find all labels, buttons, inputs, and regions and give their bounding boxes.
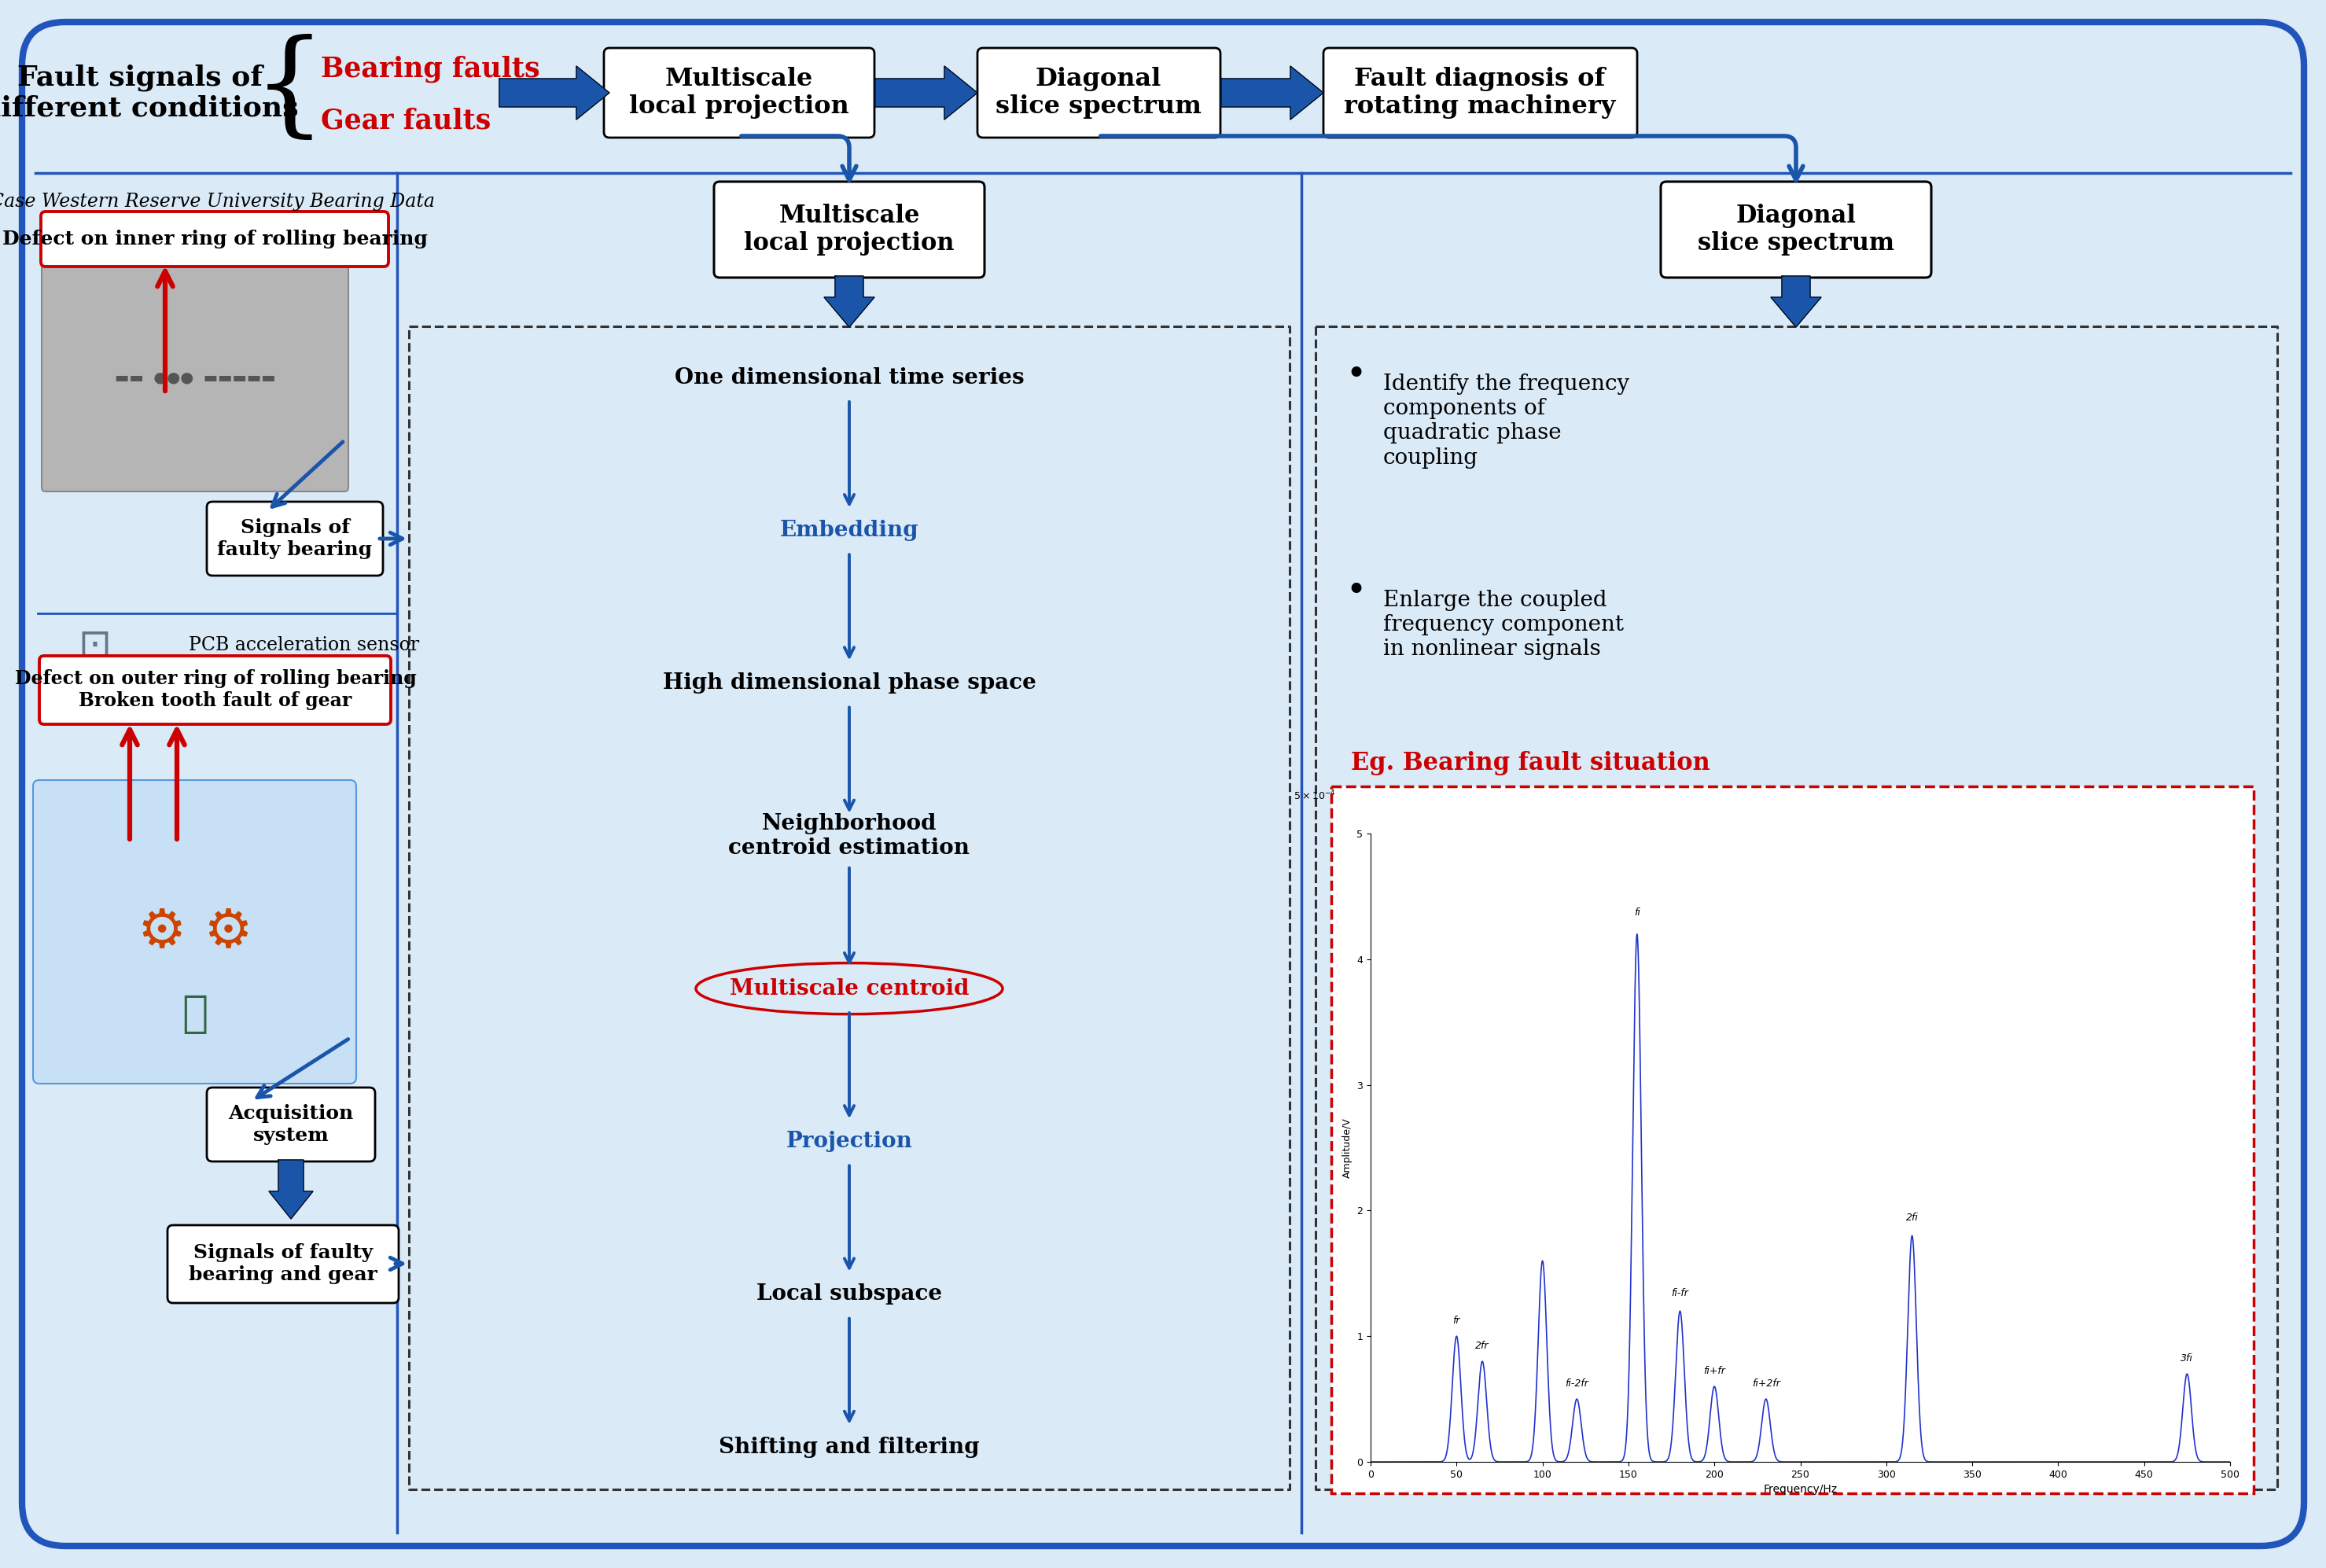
Text: Acquisition
system: Acquisition system <box>228 1104 354 1145</box>
Text: One dimensional time series: One dimensional time series <box>675 367 1023 387</box>
Text: Embedding: Embedding <box>779 519 919 541</box>
FancyBboxPatch shape <box>207 502 384 575</box>
Text: Signals of faulty
bearing and gear: Signals of faulty bearing and gear <box>188 1243 377 1284</box>
Text: ▬▬  ●●●  ▬▬▬▬▬: ▬▬ ●●● ▬▬▬▬▬ <box>114 370 274 384</box>
Bar <box>1330 787 2254 1493</box>
Text: fi: fi <box>1633 908 1640 917</box>
Text: Defect on inner ring of rolling bearing: Defect on inner ring of rolling bearing <box>2 229 428 248</box>
Bar <box>409 326 1289 1490</box>
Text: Local subspace: Local subspace <box>756 1284 942 1305</box>
Polygon shape <box>1221 66 1323 119</box>
Bar <box>1317 326 2277 1490</box>
Text: Defect on outer ring of rolling bearing
Broken tooth fault of gear: Defect on outer ring of rolling bearing … <box>14 670 416 710</box>
FancyBboxPatch shape <box>42 263 349 491</box>
Polygon shape <box>500 66 609 119</box>
FancyBboxPatch shape <box>1323 49 1638 138</box>
FancyBboxPatch shape <box>167 1225 398 1303</box>
Text: Case Western Reserve University Bearing Data: Case Western Reserve University Bearing … <box>0 193 435 210</box>
Text: fi+2fr: fi+2fr <box>1751 1378 1779 1389</box>
FancyBboxPatch shape <box>714 182 984 278</box>
Text: •: • <box>1344 358 1365 392</box>
Text: {: { <box>254 33 326 144</box>
FancyBboxPatch shape <box>1661 182 1931 278</box>
Text: fi-fr: fi-fr <box>1672 1287 1689 1298</box>
FancyBboxPatch shape <box>21 22 2305 1546</box>
Text: 2fr: 2fr <box>1475 1341 1489 1352</box>
FancyBboxPatch shape <box>42 212 388 267</box>
Text: Fault signals of
different conditions: Fault signals of different conditions <box>0 64 298 122</box>
Text: 🔧: 🔧 <box>181 993 207 1035</box>
Text: Multiscale
local projection: Multiscale local projection <box>628 66 849 119</box>
Text: fi+fr: fi+fr <box>1703 1366 1726 1377</box>
FancyBboxPatch shape <box>40 655 391 724</box>
FancyBboxPatch shape <box>207 1088 374 1162</box>
Text: ⊡: ⊡ <box>77 626 112 663</box>
FancyBboxPatch shape <box>977 49 1221 138</box>
Text: Diagonal
slice spectrum: Diagonal slice spectrum <box>1698 204 1893 256</box>
Text: Bearing faults: Bearing faults <box>321 55 540 83</box>
Y-axis label: Amplitude/V: Amplitude/V <box>1342 1118 1351 1178</box>
Text: $5\times10^{-4}$: $5\times10^{-4}$ <box>1293 789 1335 803</box>
Polygon shape <box>875 66 977 119</box>
FancyBboxPatch shape <box>33 779 356 1083</box>
Text: Signals of
faulty bearing: Signals of faulty bearing <box>216 519 372 560</box>
Text: fi-2fr: fi-2fr <box>1565 1378 1589 1389</box>
Text: PCB acceleration sensor: PCB acceleration sensor <box>188 635 419 654</box>
Text: Gear faults: Gear faults <box>321 107 491 133</box>
Polygon shape <box>270 1160 314 1218</box>
Text: Multiscale centroid: Multiscale centroid <box>730 978 970 999</box>
Text: •: • <box>1344 574 1365 608</box>
Text: 3fi: 3fi <box>2182 1353 2193 1364</box>
Text: fr: fr <box>1454 1316 1461 1327</box>
FancyBboxPatch shape <box>605 49 875 138</box>
Text: Enlarge the coupled
frequency component
in nonlinear signals: Enlarge the coupled frequency component … <box>1384 590 1624 660</box>
Text: Multiscale
local projection: Multiscale local projection <box>744 204 954 256</box>
Text: ⚙ ⚙: ⚙ ⚙ <box>137 905 254 958</box>
Text: Diagonal
slice spectrum: Diagonal slice spectrum <box>996 66 1203 119</box>
Polygon shape <box>1770 276 1821 328</box>
Text: Shifting and filtering: Shifting and filtering <box>719 1436 979 1458</box>
Text: Projection: Projection <box>786 1131 912 1152</box>
X-axis label: Frequency/Hz: Frequency/Hz <box>1763 1483 1838 1494</box>
Polygon shape <box>823 276 875 328</box>
Text: Eg. Bearing fault situation: Eg. Bearing fault situation <box>1351 751 1710 775</box>
Text: Neighborhood
centroid estimation: Neighborhood centroid estimation <box>728 812 970 859</box>
Text: 2fi: 2fi <box>1905 1212 1919 1223</box>
Text: Fault diagnosis of
rotating machinery: Fault diagnosis of rotating machinery <box>1344 66 1617 119</box>
Text: High dimensional phase space: High dimensional phase space <box>663 673 1035 693</box>
Text: Identify the frequency
components of
quadratic phase
coupling: Identify the frequency components of qua… <box>1384 373 1631 469</box>
